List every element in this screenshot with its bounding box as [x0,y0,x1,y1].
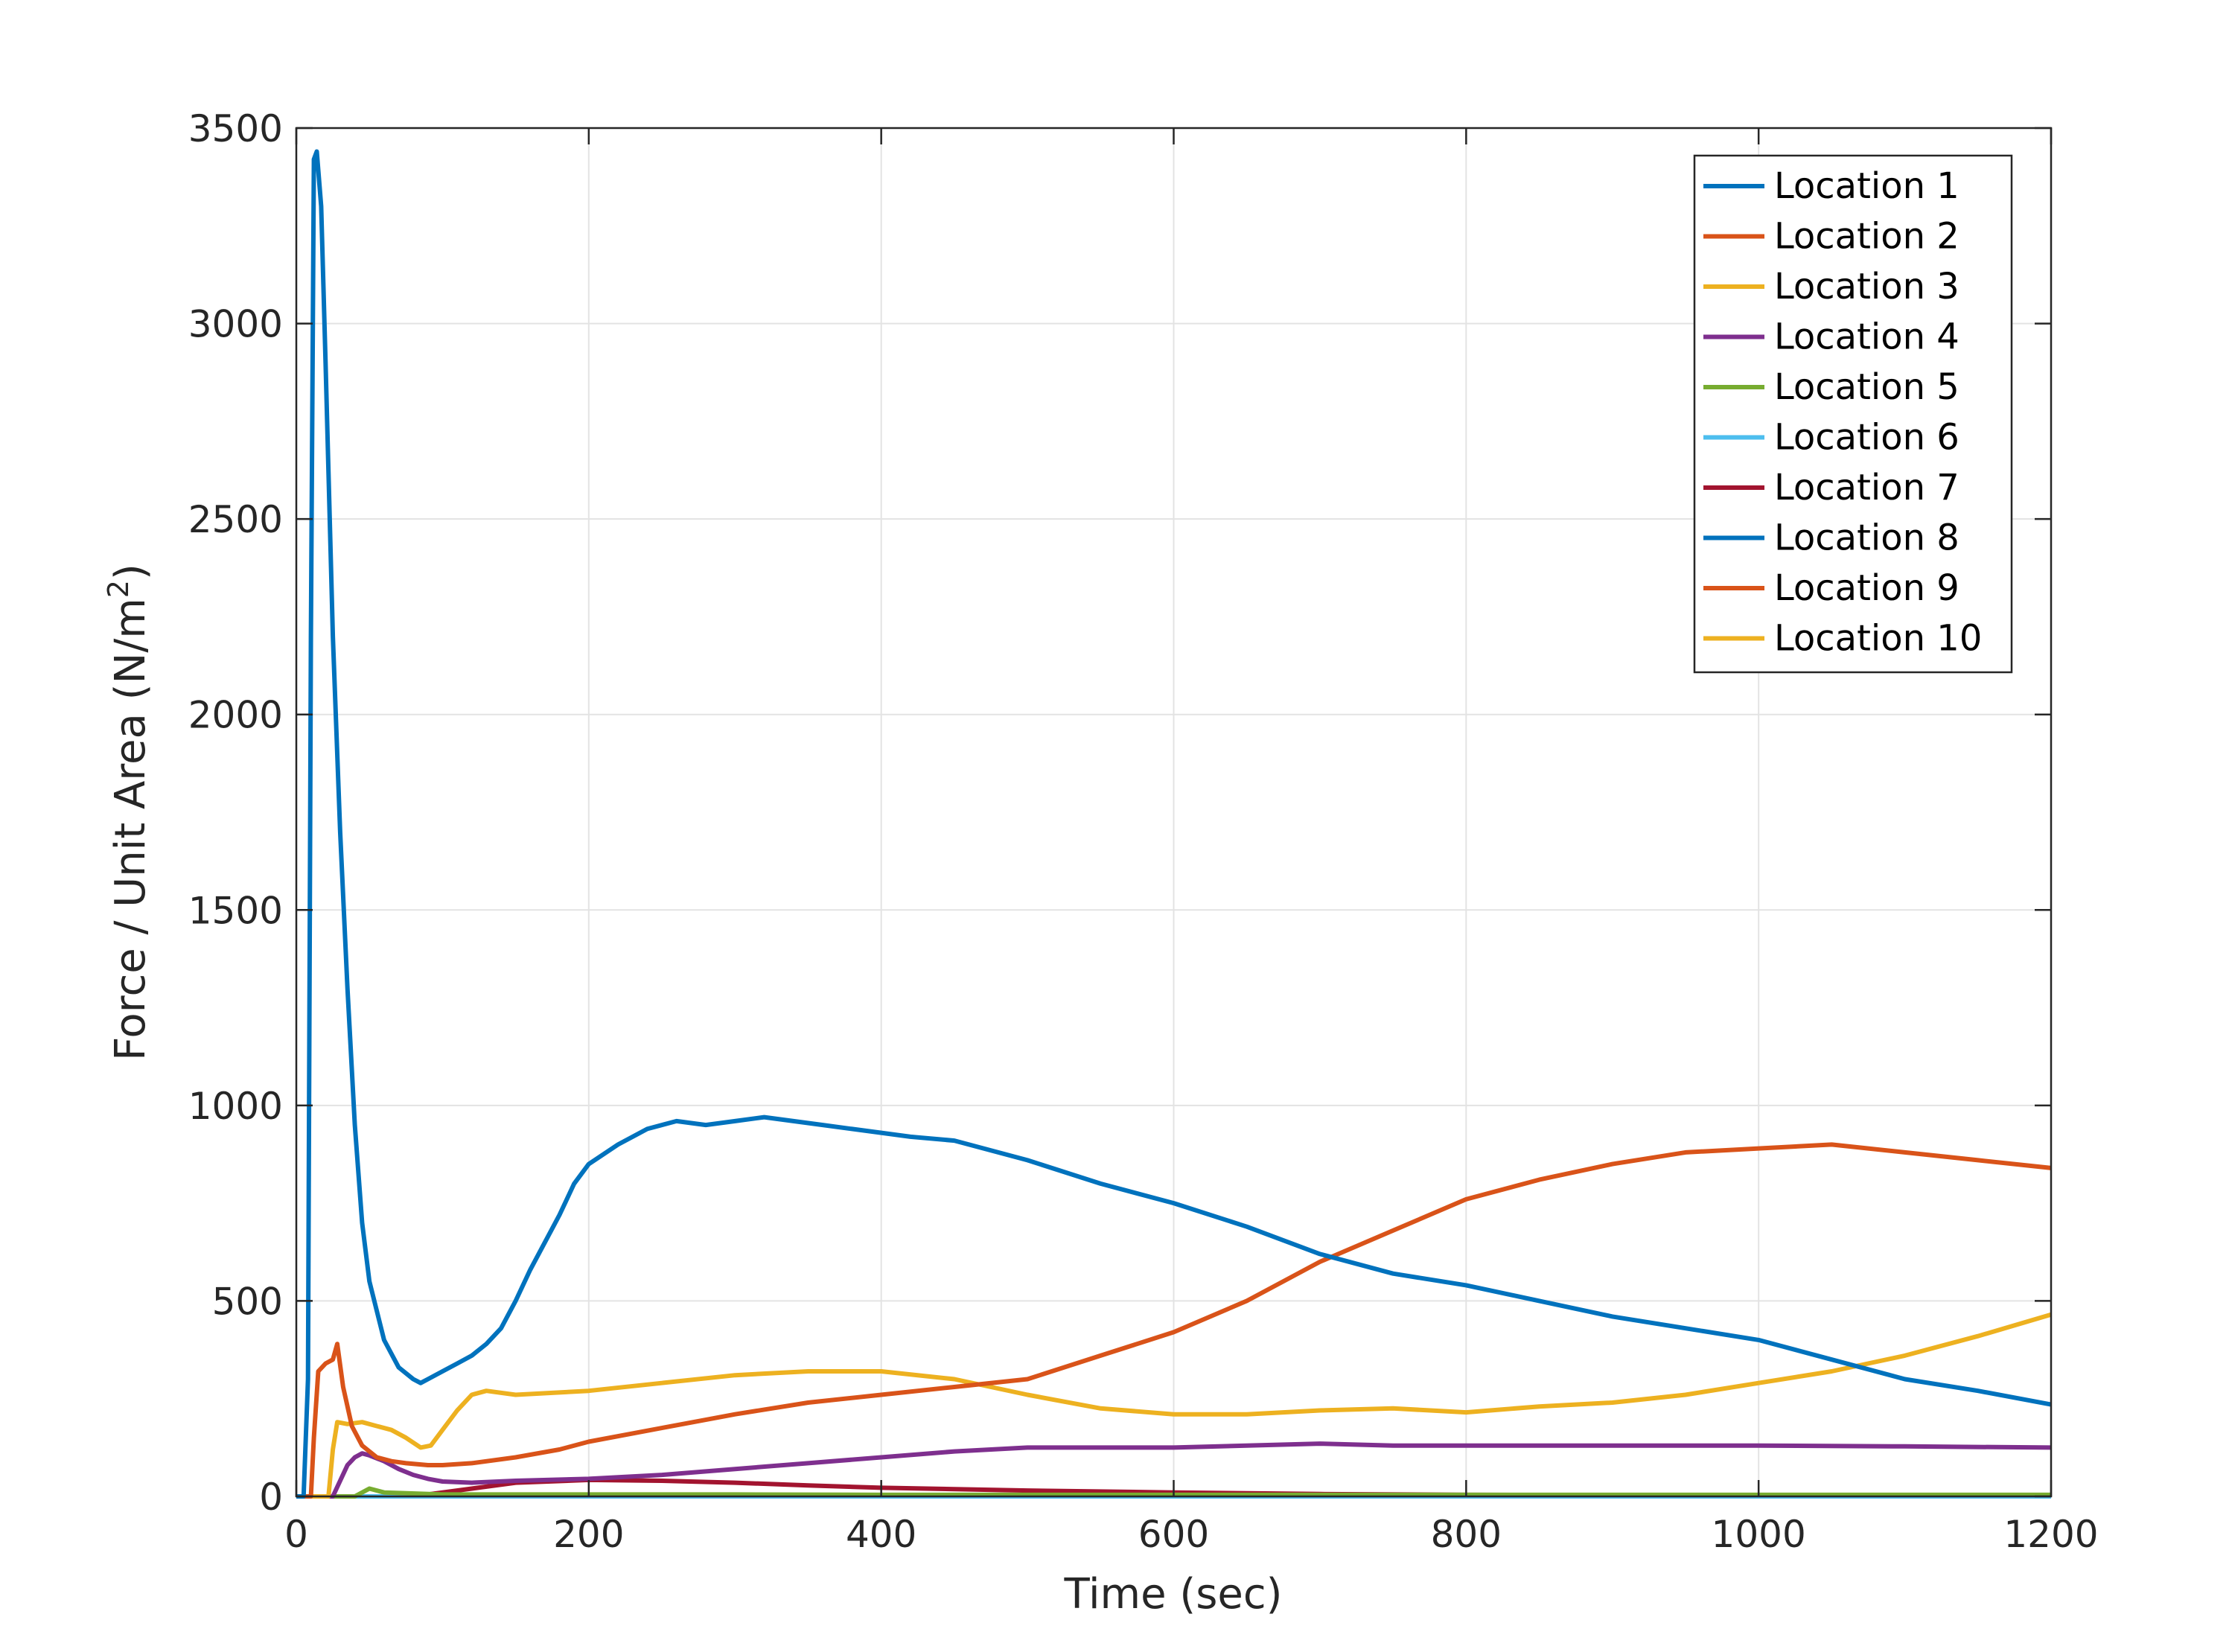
x-tick-label: 1200 [2003,1513,2098,1556]
y-tick-label: 500 [212,1280,283,1323]
x-tick-label: 1000 [1712,1513,1806,1556]
y-axis-label-main: Force / Unit Area (N/m [106,598,155,1061]
y-tick-label: 3000 [188,303,283,346]
legend-label-7: Location 7 [1774,467,1959,508]
series-line-2 [296,1142,2052,1499]
y-tick-label: 0 [259,1476,283,1519]
x-tick-label: 800 [1431,1513,1502,1556]
legend-label-8: Location 8 [1774,517,1959,559]
x-axis-label: Time (sec) [1064,1570,1283,1618]
y-tick-label: 2500 [188,498,283,541]
x-tick-label: 0 [284,1513,308,1556]
y-axis-label-superscript: 2 [102,580,135,598]
y-axis-label: Force / Unit Area (N/m2) [102,564,155,1061]
legend-label-2: Location 2 [1774,216,1959,258]
legend-label-9: Location 9 [1774,567,1959,609]
legend-label-10: Location 10 [1774,618,1982,660]
y-tick-label: 1500 [188,889,283,932]
x-tick-label: 200 [553,1513,624,1556]
series-line-1 [296,149,2052,1499]
series-line-4 [296,1441,2052,1499]
legend-label-6: Location 6 [1774,417,1959,459]
x-tick-label: 600 [1138,1513,1209,1556]
legend-items: Location 1 Location 2 Location 3 Location 4… [1703,165,1982,660]
tick-labels: 0 200 400 600 800 1000 1200 0 500 1000 1500 2000 250… [188,107,2099,1556]
series-line-3 [296,1312,2052,1499]
legend-label-5: Location 5 [1774,366,1959,408]
legend-label-3: Location 3 [1774,266,1959,307]
series-line-5 [296,1486,2051,1499]
x-tick-label: 400 [846,1513,916,1556]
legend: Location 1 Location 2 Location 3 Location 4… [1693,154,2013,674]
y-tick-label: 1000 [188,1085,283,1128]
y-tick-label: 2000 [188,694,283,737]
ticks [295,127,2053,1498]
legend-label-4: Location 4 [1774,316,1959,358]
legend-label-1: Location 1 [1774,165,1959,207]
y-tick-label: 3500 [188,107,283,150]
y-axis-label-end: ) [106,564,155,580]
